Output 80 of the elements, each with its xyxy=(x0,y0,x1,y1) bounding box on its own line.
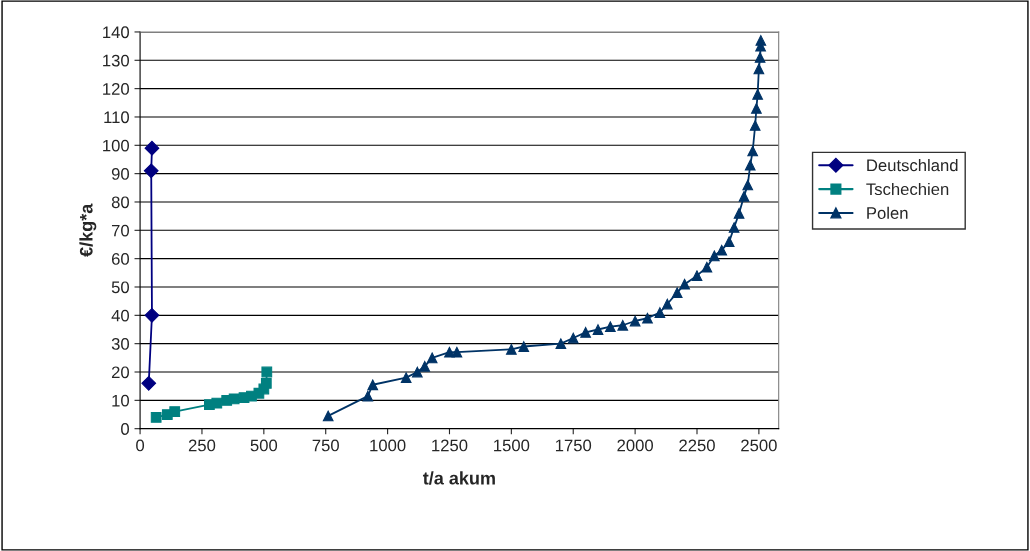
point xyxy=(211,397,223,409)
point xyxy=(723,236,735,248)
point xyxy=(150,411,162,423)
y-tick-label: 130 xyxy=(103,54,130,67)
point xyxy=(751,103,762,114)
y-tick-label: 120 xyxy=(103,83,130,95)
x-tick-label: 250 xyxy=(188,439,216,452)
x-tick-label: 500 xyxy=(250,439,278,452)
point xyxy=(567,332,579,344)
point xyxy=(505,343,517,355)
legend-label: Polen xyxy=(867,206,908,219)
point xyxy=(592,324,604,335)
point xyxy=(716,244,728,256)
x-tick-label: 1250 xyxy=(432,439,468,452)
point xyxy=(747,145,759,157)
point xyxy=(261,366,273,378)
y-tick-label: 10 xyxy=(112,394,130,407)
point xyxy=(749,120,761,131)
point xyxy=(419,360,431,372)
point xyxy=(141,375,157,391)
point xyxy=(642,312,653,324)
point xyxy=(744,159,756,171)
point xyxy=(604,321,616,333)
point xyxy=(367,379,379,391)
point xyxy=(362,390,374,402)
point xyxy=(322,410,334,422)
point xyxy=(661,298,673,310)
point xyxy=(411,366,423,378)
point xyxy=(752,88,764,100)
y-tick-label: 50 xyxy=(111,281,130,294)
point xyxy=(555,338,567,350)
point xyxy=(654,307,666,318)
y-tick-label: 0 xyxy=(121,423,130,435)
x-tick-label: 1500 xyxy=(494,439,530,452)
point xyxy=(444,346,455,358)
point xyxy=(754,52,766,63)
point xyxy=(451,346,463,358)
point xyxy=(144,140,160,156)
point xyxy=(701,261,713,273)
y-tick-label: 110 xyxy=(104,111,130,124)
x-tick-label: 2000 xyxy=(617,439,654,452)
point xyxy=(143,163,159,179)
y-tick-label: 100 xyxy=(103,139,130,152)
y-tick-label: 70 xyxy=(111,224,130,237)
point xyxy=(260,377,272,389)
y-axis-title: €/kg*a xyxy=(79,203,97,257)
point xyxy=(728,222,740,233)
x-tick-label: 1750 xyxy=(555,439,592,452)
y-tick-label: 40 xyxy=(111,309,130,322)
point xyxy=(753,63,765,75)
point xyxy=(617,319,629,331)
point xyxy=(733,207,745,219)
x-tick-label: 2250 xyxy=(679,439,715,452)
point xyxy=(580,326,591,338)
x-tick-label: 2500 xyxy=(741,439,777,452)
legend-label: Tschechien xyxy=(866,182,949,196)
x-tick-label: 1000 xyxy=(370,439,406,452)
point xyxy=(518,341,530,352)
x-tick-label: 0 xyxy=(136,439,145,452)
y-tick-label: 30 xyxy=(111,338,130,350)
point xyxy=(738,190,750,202)
x-axis-title: t/a akum xyxy=(422,471,495,485)
y-tick-label: 90 xyxy=(111,168,130,180)
point xyxy=(671,287,683,299)
point xyxy=(742,179,754,191)
point xyxy=(691,270,703,282)
point xyxy=(400,372,412,384)
point xyxy=(708,250,720,262)
point xyxy=(144,307,160,323)
x-tick-label: 750 xyxy=(312,439,339,452)
point xyxy=(679,278,690,290)
y-tick-label: 20 xyxy=(111,366,130,379)
y-tick-label: 60 xyxy=(111,253,130,265)
point xyxy=(169,406,181,418)
point xyxy=(629,315,641,327)
y-tick-label: 140 xyxy=(103,26,130,39)
legend-label: Deutschland xyxy=(867,159,958,172)
point xyxy=(426,352,438,364)
y-tick-label: 80 xyxy=(111,196,130,209)
point xyxy=(755,35,767,46)
